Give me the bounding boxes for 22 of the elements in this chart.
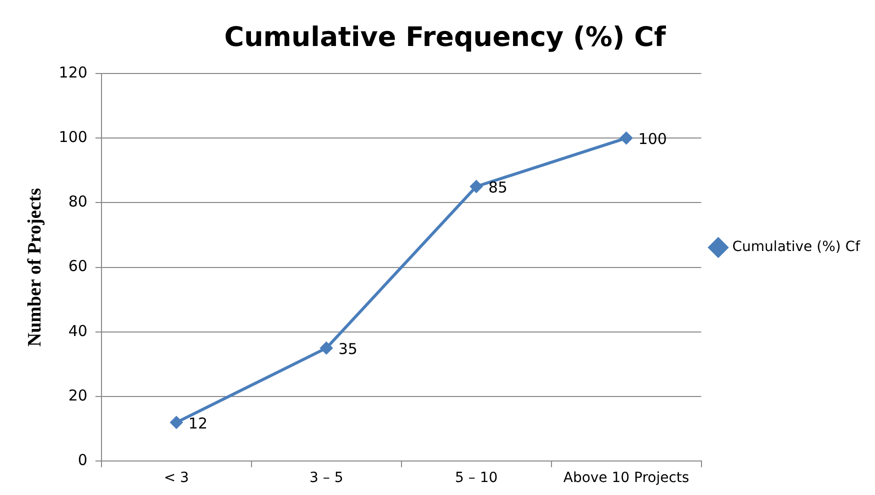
y-tick-label: 60: [68, 257, 88, 276]
data-label: 100: [638, 130, 667, 148]
point: [170, 416, 183, 429]
point: [320, 342, 333, 355]
point: [620, 132, 633, 145]
y-axis-title: Number of Projects: [24, 188, 46, 347]
x-tick-label: 5 – 10: [455, 470, 498, 486]
data-label: 85: [488, 178, 508, 196]
x-tick-label: < 3: [164, 470, 189, 486]
chart-title: Cumulative Frequency (%) Cf: [224, 22, 666, 54]
y-tick-label: 40: [68, 322, 88, 340]
y-tick-label: 100: [58, 128, 88, 146]
legend-label: Cumulative (%) Cf: [732, 239, 862, 256]
data-label: 35: [338, 340, 358, 358]
y-tick-label: 0: [78, 451, 88, 470]
x-tick-label: 3 – 5: [310, 470, 344, 486]
data-label: 12: [188, 414, 208, 432]
y-tick-label: 120: [58, 63, 88, 82]
y-tick-label: 80: [68, 192, 88, 211]
y-tick-label: 20: [68, 386, 88, 404]
x-tick-label: Above 10 Projects: [563, 470, 690, 486]
point: [470, 180, 483, 194]
